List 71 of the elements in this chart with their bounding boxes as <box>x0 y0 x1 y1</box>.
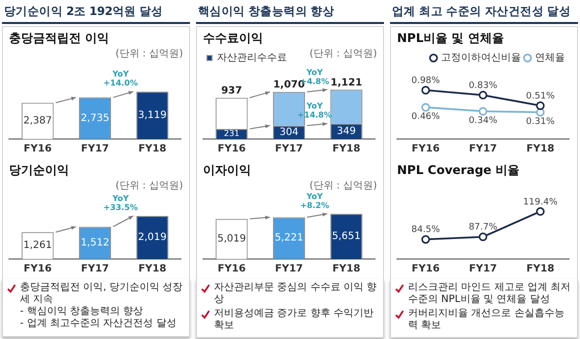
x-tick-label: FY17 <box>275 144 304 155</box>
x-tick-label: FY17 <box>469 144 498 155</box>
total-label: 937 <box>221 85 242 96</box>
x-tick-label: FY18 <box>138 264 166 275</box>
x-tick-label: FY16 <box>218 144 246 155</box>
x-tick-label: FY16 <box>24 144 52 155</box>
text: 커버리지비율 개선으로 손실흡수능력 확보 <box>408 308 566 332</box>
x-tick-label: FY16 <box>218 264 246 275</box>
point <box>421 86 430 94</box>
point <box>478 106 488 116</box>
chart-title: NPL Coverage 비율 <box>396 162 521 179</box>
data-label: 2,019 <box>138 232 167 244</box>
x-tick-label: FY17 <box>469 264 498 275</box>
point <box>421 103 430 112</box>
total-label: 1,121 <box>330 77 362 88</box>
x-tick-label: FY17 <box>81 144 110 155</box>
chart-subtitle: NPL비율 및 연체율 <box>396 30 505 47</box>
data-label: 231 <box>224 128 240 138</box>
annotation: YoY +14.0% <box>103 70 138 88</box>
data-label: 5,019 <box>217 234 246 245</box>
text: 저비용성예금 증가로 향후 수익기반 확보 <box>214 308 375 332</box>
data-label: 87.7% <box>468 222 498 233</box>
data-label: 119.4% <box>523 197 558 208</box>
x-tick-label: FY18 <box>526 144 554 155</box>
annotation: YoY +14.8% <box>297 102 332 120</box>
legend-label: 고정이하여신비율 <box>441 52 521 64</box>
chart-title: 당기순이익 <box>8 162 70 179</box>
text: (단위 : 십억원) <box>115 180 184 192</box>
data-label: 1,512 <box>80 237 110 248</box>
chart-title: 이자이익 <box>202 162 252 179</box>
x-tick-label: FY16 <box>412 144 440 155</box>
x-tick-label: FY17 <box>275 264 304 275</box>
chart-title: 업계 최고 수준의 자산건전성 달성 <box>390 2 578 24</box>
annotation: YoY +33.5% <box>103 194 138 212</box>
data-label: 0.51% <box>526 92 556 102</box>
text: 리스크관리 마인드 제고로 업계 최저 수준의 NPL비율 및 연체율 달성 <box>408 282 572 306</box>
chart-title: 핵심이익 창출능력의 향상 <box>196 2 384 24</box>
text: (단위 : 십억원) <box>309 180 378 192</box>
x-tick-label: FY17 <box>81 264 110 275</box>
point <box>536 101 545 110</box>
data-label: 0.83% <box>468 80 498 91</box>
chart-title: 당기순이익 2조 192억원 달성 <box>2 2 190 24</box>
data-label: 1,261 <box>23 240 52 252</box>
text: 자산관리부문 중심의 수수료 이익 향상 <box>214 282 378 306</box>
x-tick-label: FY18 <box>138 144 166 155</box>
legend-label: 자산관리수수료 <box>217 52 287 64</box>
data-label: 5,221 <box>274 232 304 244</box>
x-tick-label: FY18 <box>526 264 554 275</box>
annotation: YoY +8.2% <box>300 192 330 210</box>
data-label: 3,119 <box>138 110 167 121</box>
text: 충당금적립전 이익, 당기순이익 성장세 지속 - 핵심이익 창출능력의 향상 - 업계 최고수준의 자산건전성 달성 <box>20 282 184 330</box>
x-tick-label: FY16 <box>412 264 440 275</box>
data-label: 5,651 <box>332 230 361 242</box>
data-label: 304 <box>279 126 299 138</box>
data-label: 2,387 <box>23 115 52 126</box>
data-label: 0.34% <box>468 116 498 126</box>
x-tick-label: FY18 <box>332 144 360 155</box>
x-tick-label: FY16 <box>24 264 52 275</box>
text: (단위 : 십억원) <box>309 48 378 60</box>
data-label: 84.5% <box>411 225 440 236</box>
data-label: 0.98% <box>411 76 440 86</box>
data-label: 349 <box>336 126 356 137</box>
text: (단위 : 십억원) <box>115 48 184 60</box>
data-label: 2,735 <box>80 112 110 124</box>
chart-subtitle: 수수료이익 <box>202 30 264 47</box>
legend-label: 연체율 <box>535 52 565 64</box>
point <box>478 90 488 100</box>
data-label: 0.31% <box>526 117 556 128</box>
data-label: 0.46% <box>411 112 440 122</box>
chart-subtitle: 충당금적립전 이익 <box>8 30 110 47</box>
x-tick-label: FY18 <box>332 264 360 275</box>
